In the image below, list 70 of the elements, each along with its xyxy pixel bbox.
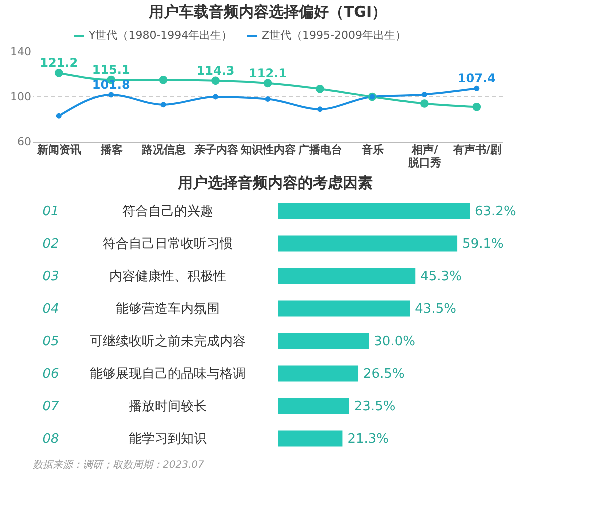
data-label: 115.1 [92,63,130,78]
text: 04 [42,302,60,317]
text: 07 [42,399,60,414]
text: 06 [42,366,60,382]
data-label: 107.4 [458,72,496,86]
legend-label: Z世代（1995-2009年出生） [262,29,406,42]
point [265,96,271,102]
y-tick-label: 100 [10,90,32,104]
data-label: 26.5% [364,366,405,382]
data-label: 45.3% [420,269,462,284]
x-tick-label: 相声/脱口秀 [408,144,442,170]
y-tick-label: 能够展现自己的品味与格调 [90,366,246,382]
y-tick-label: 可继续收听之前未完成内容 [90,333,246,350]
y-tick-label: 60 [18,136,32,148]
x-tick-label: 路况信息 [141,144,188,156]
source-note: 数据来源：调研；取数周期：2023.07 [33,459,205,471]
point [56,113,62,119]
point [422,92,428,98]
data-label: 21.3% [348,432,390,447]
bar [278,333,370,350]
x-tick-label: 新闻资讯 [36,144,82,156]
bar [278,203,470,220]
y-tick-label: 播放时间较长 [129,399,207,414]
bar [278,268,416,284]
bar [278,236,458,252]
x-tick-label: 播客 [100,144,123,156]
y-tick-label: 能够营造车内氛围 [116,302,220,317]
x-tick-label: 广播电台 [298,144,343,156]
point [420,100,429,108]
y-tick-label: 能学习到知识 [129,432,207,447]
data-label: 63.2% [475,204,516,220]
point [160,102,166,108]
bar [278,366,359,382]
x-tick-label: 亲子内容 [193,144,238,156]
x-tick-label: 有声书/剧 [452,144,502,156]
point [108,92,114,98]
chart-title: 用户车载音频内容选择偏好（TGI） [148,3,388,21]
data-label: 59.1% [462,236,504,252]
text: 03 [42,269,60,284]
data-label: 112.1 [249,66,287,80]
point [264,79,272,88]
x-tick-label: 音乐 [360,144,384,156]
text: 02 [42,236,60,252]
point [213,94,219,100]
bar [278,430,343,447]
data-label: 121.2 [40,56,78,70]
bar [278,300,410,317]
point [159,76,168,84]
data-label: 43.5% [415,302,456,317]
text: 08 [42,432,60,447]
y-tick-label: 内容健康性、积极性 [110,268,226,284]
point [54,68,64,78]
data-label: 23.5% [354,399,396,414]
data-label: 101.8 [92,78,130,92]
point [212,76,220,86]
point [474,86,480,92]
x-tick-label: 知识性内容 [240,144,296,156]
chart-title: 用户选择音频内容的考虑因素 [177,174,373,192]
point [316,84,324,94]
text: 05 [42,334,60,350]
point [317,106,323,112]
y-tick-label: 符合自己的兴趣 [122,204,214,220]
data-label: 30.0% [374,334,416,350]
bar [278,398,350,414]
y-tick-label: 140 [10,46,32,58]
y-tick-label: 符合自己日常收听习惯 [103,236,233,252]
text: 01 [42,204,60,220]
data-label: 114.3 [196,64,235,78]
point [472,102,482,112]
legend-label: Y世代（1980-1994年出生） [88,29,233,42]
